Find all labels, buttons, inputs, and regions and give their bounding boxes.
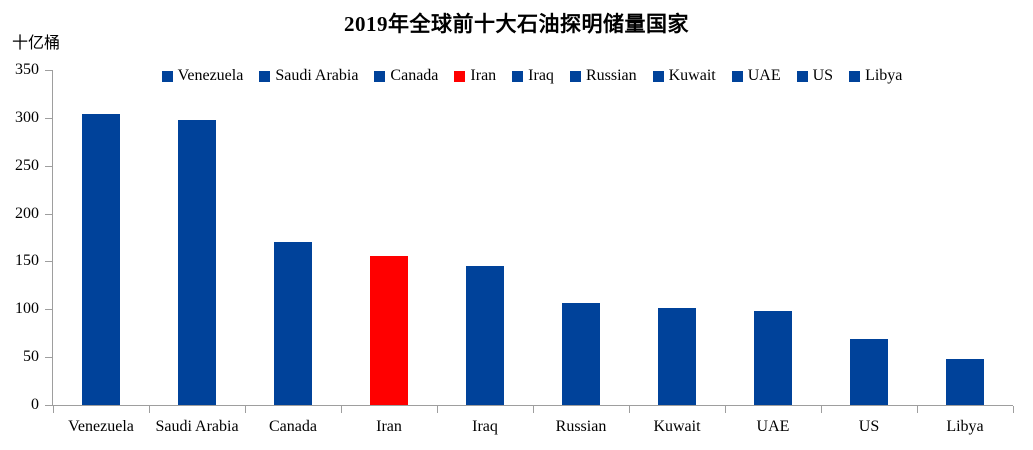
legend-swatch-icon	[849, 70, 861, 82]
legend-item-us: US	[796, 67, 834, 85]
y-tick-label-350: 350	[15, 61, 39, 78]
x-axis-label-kuwait: Kuwait	[653, 418, 701, 435]
y-tick-mark	[45, 357, 52, 359]
legend-swatch-icon	[259, 70, 271, 82]
legend-swatch-icon	[569, 70, 581, 82]
bar-kuwait	[658, 308, 696, 405]
y-tick-label-100: 100	[15, 300, 39, 318]
legend-swatch-icon	[161, 70, 173, 82]
x-axis-label-uae: UAE	[756, 418, 790, 435]
x-axis-label-saudi-arabia: Saudi Arabia	[155, 418, 239, 435]
y-tick-label-150: 150	[15, 252, 39, 270]
legend-label: Iran	[470, 67, 497, 84]
plot-area: 0 50 100 150 200 250 300 350 Venezuela Saudi Arab…	[15, 61, 1014, 435]
legend-label: Iraq	[528, 67, 554, 84]
x-tick-mark	[1013, 406, 1014, 413]
legend-item-uae: UAE	[731, 67, 781, 85]
y-tick-label-50: 50	[23, 348, 39, 366]
legend-swatch-icon	[731, 70, 743, 82]
y-tick-mark	[45, 213, 52, 215]
bar-venezuela	[82, 114, 120, 405]
x-tick-mark	[341, 406, 342, 413]
legend: Venezuela Saudi Arabia Canada Iran Iraq Russi…	[52, 65, 1012, 87]
y-tick-label-200: 200	[15, 204, 39, 222]
y-tick-label-250: 250	[15, 156, 39, 174]
bar-uae	[754, 311, 792, 405]
y-tick-mark	[45, 70, 52, 71]
x-tick-mark	[533, 406, 534, 413]
legend-label: UAE	[747, 67, 781, 84]
legend-swatch-icon	[512, 70, 524, 82]
x-axis-label-canada: Canada	[269, 418, 317, 435]
y-tick-mark	[45, 405, 52, 406]
y-axis-unit-label: 十亿桶	[12, 35, 61, 52]
legend-item-iran: Iran	[454, 67, 496, 85]
legend-item-libya: Libya	[849, 67, 902, 85]
y-tick-label-300: 300	[15, 108, 39, 126]
legend-label: Saudi Arabia	[275, 67, 359, 84]
legend-swatch-icon	[652, 70, 664, 82]
legend-swatch-icon	[374, 70, 386, 82]
legend-item-saudi-arabia: Saudi Arabia	[259, 67, 358, 85]
legend-swatch-icon	[454, 70, 466, 82]
x-axis-label-russian: Russian	[555, 418, 607, 435]
bar-russian	[562, 302, 600, 405]
legend-item-russian: Russian	[569, 67, 637, 85]
x-tick-mark	[917, 406, 918, 413]
legend-label: US	[812, 67, 834, 84]
bar-iran	[370, 255, 408, 405]
y-tick-mark	[45, 261, 52, 263]
legend-label: Canada	[390, 67, 439, 84]
x-tick-mark	[245, 406, 246, 413]
bar-canada	[274, 242, 312, 405]
legend-item-venezuela: Venezuela	[161, 67, 244, 85]
x-tick-mark	[629, 406, 630, 413]
legend-label: Libya	[865, 67, 903, 84]
legend-label: Venezuela	[177, 67, 244, 84]
x-axis-label-iran: Iran	[376, 418, 402, 435]
chart-title: 2019年全球前十大石油探明储量国家	[344, 12, 689, 36]
x-axis-label-us: US	[858, 418, 880, 435]
x-tick-mark	[437, 406, 438, 413]
x-axis-label-iraq: Iraq	[472, 418, 498, 435]
y-tick-mark	[45, 165, 52, 167]
x-tick-mark	[53, 406, 54, 413]
legend-item-iraq: Iraq	[512, 67, 554, 85]
legend-item-kuwait: Kuwait	[652, 67, 716, 85]
x-tick-mark	[725, 406, 726, 413]
legend-swatch-icon	[796, 70, 808, 82]
legend-item-canada: Canada	[374, 67, 438, 85]
legend-label: Russian	[585, 67, 637, 84]
x-axis-label-libya: Libya	[946, 418, 984, 435]
bar-iraq	[466, 266, 504, 405]
y-tick-mark	[45, 117, 52, 119]
x-tick-mark	[821, 406, 822, 413]
y-tick-mark	[45, 309, 52, 311]
legend-label: Kuwait	[668, 67, 716, 84]
y-tick-label-0: 0	[31, 396, 39, 413]
x-tick-mark	[149, 406, 150, 413]
bar-libya	[946, 359, 984, 405]
bar-us	[850, 338, 888, 405]
x-axis-label-venezuela: Venezuela	[68, 418, 134, 435]
bar-saudi-arabia	[178, 119, 216, 405]
